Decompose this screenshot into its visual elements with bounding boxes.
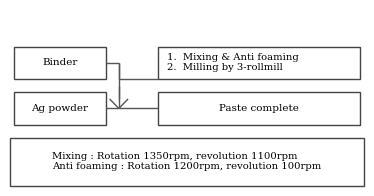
Text: Paste complete: Paste complete: [219, 104, 299, 113]
Text: 1.  Mixing & Anti foaming
2.  Milling by 3-rollmill: 1. Mixing & Anti foaming 2. Milling by 3…: [167, 53, 298, 73]
Text: Mixing : Rotation 1350rpm, revolution 1100rpm
Anti foaming : Rotation 1200rpm, r: Mixing : Rotation 1350rpm, revolution 11…: [52, 152, 322, 172]
FancyBboxPatch shape: [157, 47, 360, 79]
FancyBboxPatch shape: [14, 47, 106, 79]
FancyBboxPatch shape: [14, 92, 106, 125]
FancyBboxPatch shape: [10, 138, 364, 186]
Text: Ag powder: Ag powder: [31, 104, 88, 113]
Text: Binder: Binder: [42, 58, 77, 67]
FancyBboxPatch shape: [157, 92, 360, 125]
